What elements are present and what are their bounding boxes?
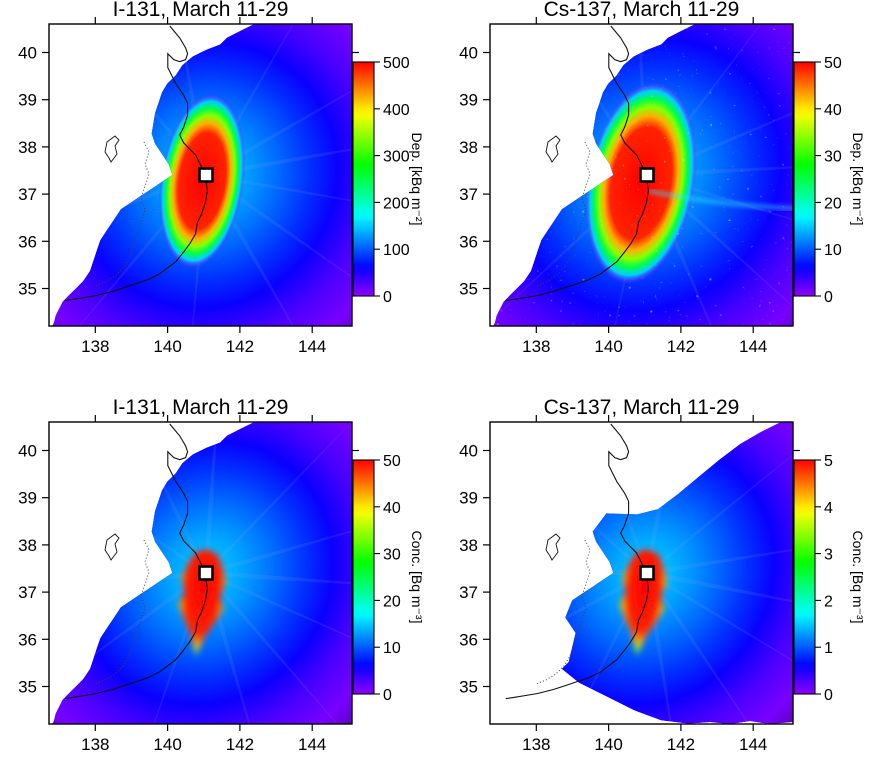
svg-text:50: 50 xyxy=(824,55,842,72)
svg-text:144: 144 xyxy=(739,337,767,356)
svg-text:37: 37 xyxy=(459,185,478,204)
svg-text:36: 36 xyxy=(18,630,37,649)
svg-text:39: 39 xyxy=(18,91,37,110)
svg-text:39: 39 xyxy=(459,489,478,508)
svg-text:Dep. [kBq m⁻²]: Dep. [kBq m⁻²] xyxy=(409,133,425,226)
svg-text:40: 40 xyxy=(824,102,842,119)
svg-text:3: 3 xyxy=(824,547,833,564)
svg-text:38: 38 xyxy=(18,536,37,555)
svg-text:40: 40 xyxy=(459,44,478,63)
svg-text:Cs-137, March 11-29: Cs-137, March 11-29 xyxy=(544,396,740,419)
svg-text:20: 20 xyxy=(824,195,842,212)
svg-text:40: 40 xyxy=(383,500,401,517)
svg-text:300: 300 xyxy=(383,149,410,166)
svg-text:Conc. [Bq m⁻³]: Conc. [Bq m⁻³] xyxy=(409,531,425,624)
svg-text:200: 200 xyxy=(383,195,410,212)
svg-text:35: 35 xyxy=(18,280,37,299)
svg-text:140: 140 xyxy=(594,337,622,356)
svg-text:400: 400 xyxy=(383,102,410,119)
svg-text:Dep. [kBq m⁻²]: Dep. [kBq m⁻²] xyxy=(850,133,866,226)
svg-text:142: 142 xyxy=(667,337,695,356)
svg-text:500: 500 xyxy=(383,55,410,72)
svg-text:138: 138 xyxy=(522,735,550,754)
svg-text:144: 144 xyxy=(298,735,326,754)
svg-text:Cs-137, March 11-29: Cs-137, March 11-29 xyxy=(544,0,740,21)
svg-text:144: 144 xyxy=(739,735,767,754)
svg-text:0: 0 xyxy=(824,687,833,704)
svg-text:37: 37 xyxy=(18,583,37,602)
svg-text:4: 4 xyxy=(824,500,833,517)
svg-text:0: 0 xyxy=(824,289,833,306)
svg-text:40: 40 xyxy=(18,44,37,63)
svg-text:1: 1 xyxy=(824,640,833,657)
svg-text:140: 140 xyxy=(153,735,181,754)
svg-text:37: 37 xyxy=(459,583,478,602)
svg-text:0: 0 xyxy=(383,289,392,306)
svg-text:I-131, March 11-29: I-131, March 11-29 xyxy=(113,0,289,21)
svg-text:10: 10 xyxy=(824,242,842,259)
svg-text:35: 35 xyxy=(459,280,478,299)
svg-text:50: 50 xyxy=(383,453,401,470)
svg-text:39: 39 xyxy=(18,489,37,508)
svg-text:38: 38 xyxy=(18,138,37,157)
svg-text:138: 138 xyxy=(81,735,109,754)
svg-text:36: 36 xyxy=(459,630,478,649)
svg-text:10: 10 xyxy=(383,640,401,657)
svg-text:2: 2 xyxy=(824,593,833,610)
svg-text:30: 30 xyxy=(383,547,401,564)
svg-text:30: 30 xyxy=(824,149,842,166)
svg-text:40: 40 xyxy=(459,442,478,461)
svg-text:I-131, March 11-29: I-131, March 11-29 xyxy=(113,396,289,419)
svg-text:38: 38 xyxy=(459,138,478,157)
svg-text:39: 39 xyxy=(459,91,478,110)
svg-text:Conc. [Bq m⁻³]: Conc. [Bq m⁻³] xyxy=(850,531,866,624)
svg-text:5: 5 xyxy=(824,453,833,470)
svg-text:144: 144 xyxy=(298,337,326,356)
svg-text:100: 100 xyxy=(383,242,410,259)
svg-text:20: 20 xyxy=(383,593,401,610)
svg-text:138: 138 xyxy=(522,337,550,356)
svg-text:142: 142 xyxy=(226,337,254,356)
svg-text:142: 142 xyxy=(667,735,695,754)
svg-text:142: 142 xyxy=(226,735,254,754)
svg-text:40: 40 xyxy=(18,442,37,461)
svg-text:38: 38 xyxy=(459,536,478,555)
svg-text:37: 37 xyxy=(18,185,37,204)
svg-text:36: 36 xyxy=(459,232,478,251)
svg-text:36: 36 xyxy=(18,232,37,251)
svg-text:0: 0 xyxy=(383,687,392,704)
svg-text:140: 140 xyxy=(594,735,622,754)
svg-text:140: 140 xyxy=(153,337,181,356)
svg-text:35: 35 xyxy=(18,678,37,697)
svg-text:138: 138 xyxy=(81,337,109,356)
svg-text:35: 35 xyxy=(459,678,478,697)
